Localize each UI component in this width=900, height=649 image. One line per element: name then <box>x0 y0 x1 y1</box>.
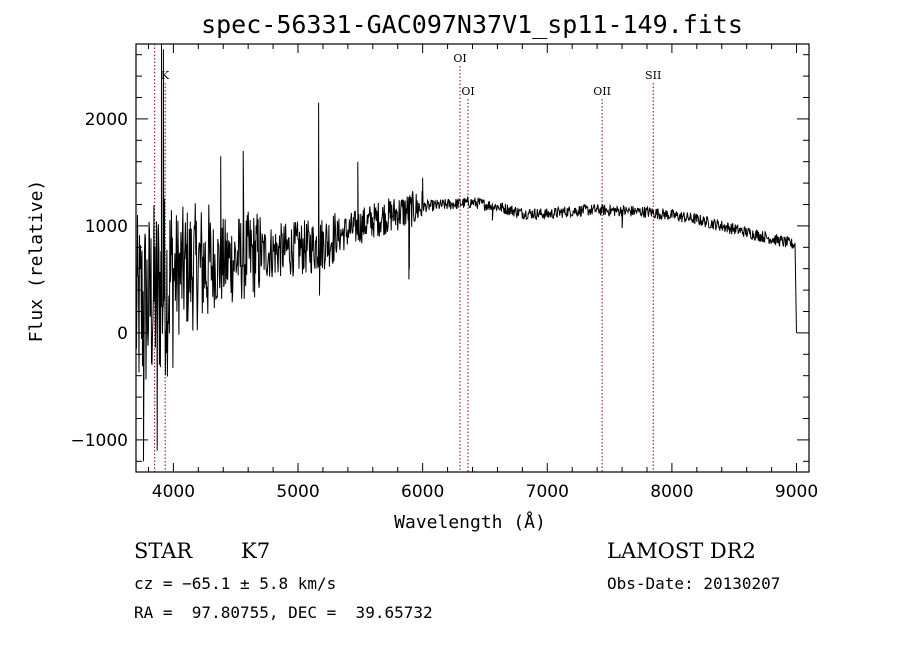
spectral-line-label: OI <box>461 85 474 98</box>
x-tick-label: 8000 <box>650 482 693 502</box>
obs-date-text: Obs-Date: 20130207 <box>607 574 781 593</box>
spectrum-layer <box>135 43 797 462</box>
x-axis-label: Wavelength (Å) <box>394 511 546 533</box>
chart-title: spec-56331-GAC097N37V1_sp11-149.fits <box>201 10 743 39</box>
survey-name: LAMOST DR2 <box>607 539 756 563</box>
y-tick-label: 0 <box>117 324 128 344</box>
x-tick-label: 5000 <box>276 482 319 502</box>
x-tick-label: 6000 <box>401 482 444 502</box>
x-tick-label: 7000 <box>526 482 569 502</box>
y-tick-label: 2000 <box>85 110 128 130</box>
object-class: STAR <box>134 539 193 563</box>
spectral-line-label: K <box>161 69 170 82</box>
spectral-line-label: SII <box>645 69 661 82</box>
y-tick-label: 1000 <box>85 217 128 237</box>
x-tick-label: 9000 <box>775 482 818 502</box>
spectral-line-label: OI <box>453 52 466 65</box>
x-tick-label: 4000 <box>152 482 195 502</box>
y-tick-label: −1000 <box>70 431 128 451</box>
coords-text: RA = 97.80755, DEC = 39.65732 <box>134 603 433 622</box>
redshift-text: cz = −65.1 ± 5.8 km/s <box>134 574 337 593</box>
axes-layer: 4000 5000 6000 7000 8000 9000 −1000 0 1000 2000 <box>70 43 818 502</box>
object-subclass: K7 <box>241 539 271 563</box>
spectral-line-label: OII <box>593 85 611 98</box>
spectrum-line <box>135 43 797 462</box>
y-axis-label: Flux (relative) <box>26 180 47 343</box>
